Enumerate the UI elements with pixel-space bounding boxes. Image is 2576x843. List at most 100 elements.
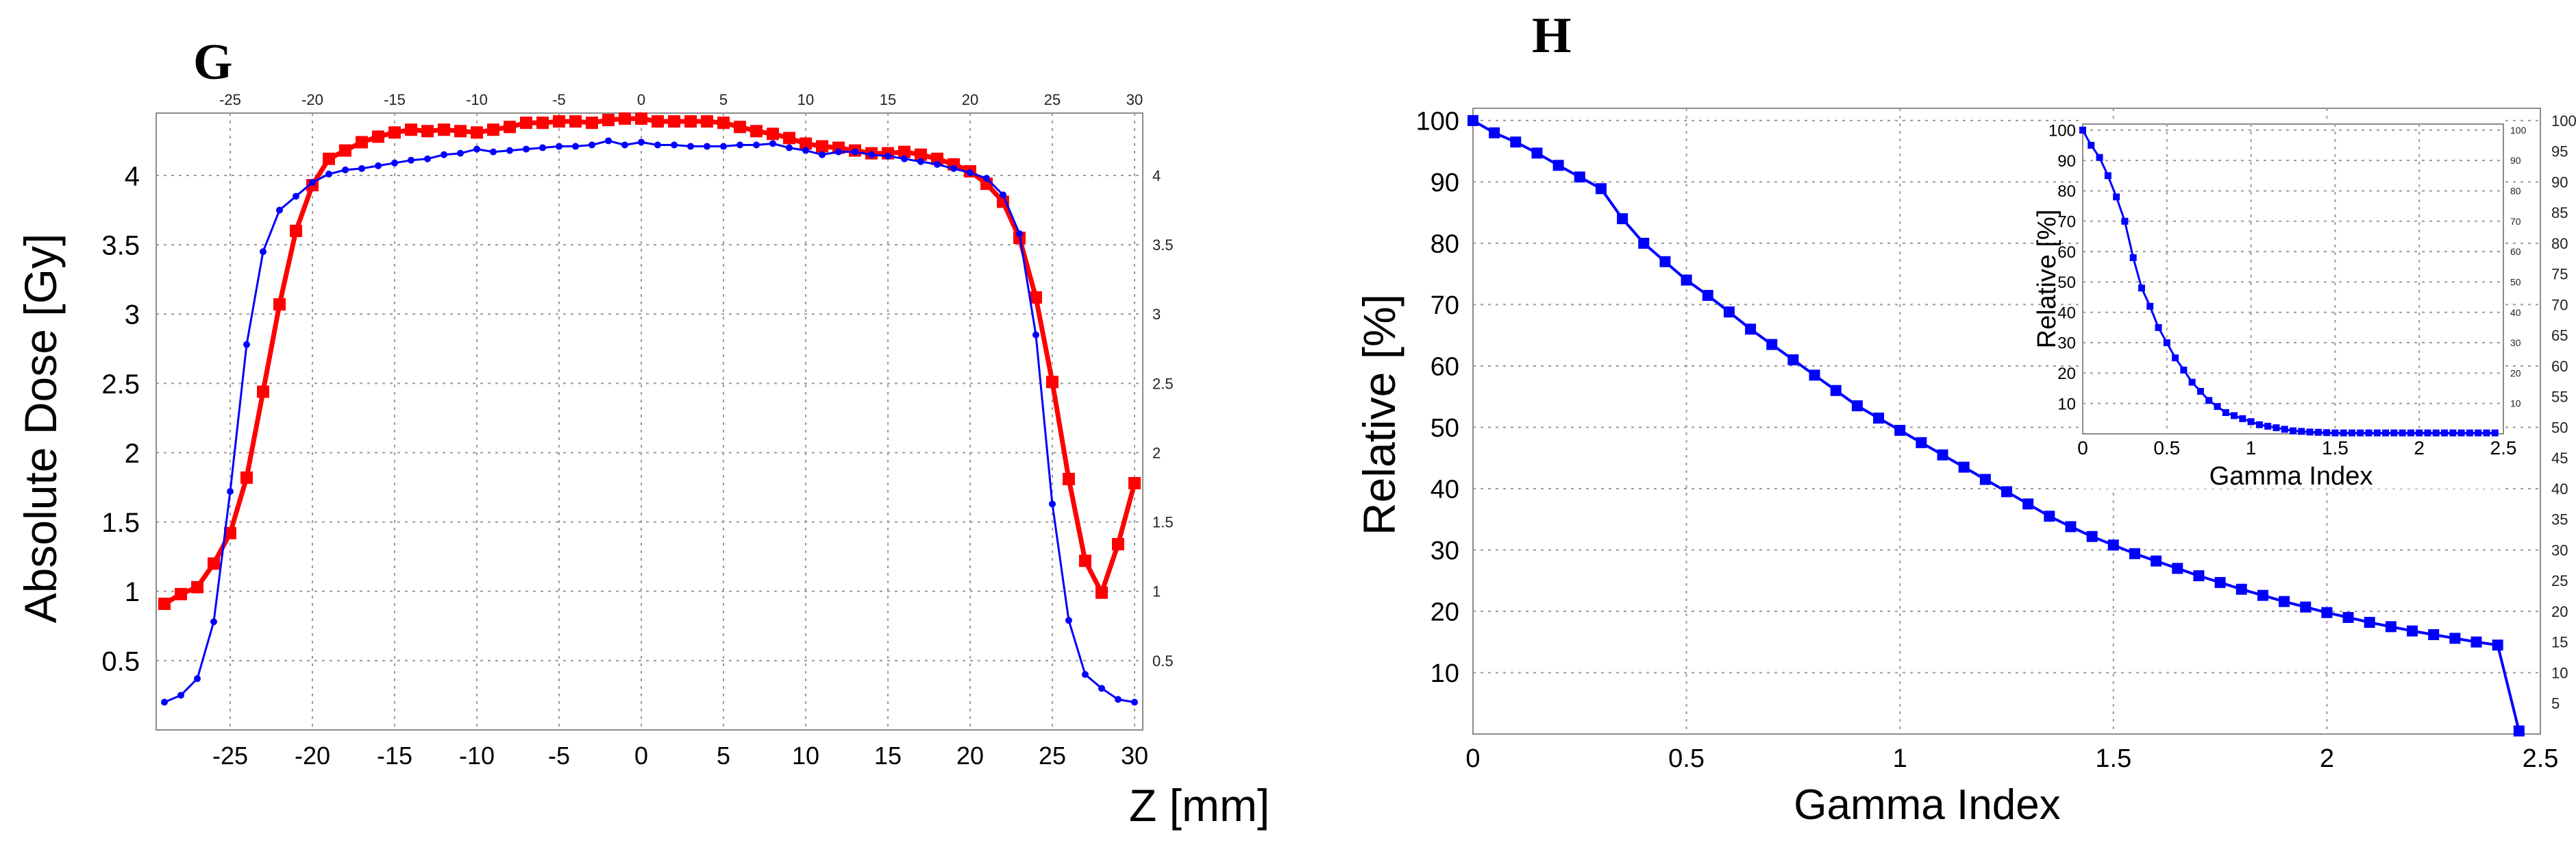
chart-h-inset-y-tick: 100	[2048, 122, 2076, 140]
chart-g-data-point	[1115, 696, 1122, 703]
chart-g-data-point	[342, 166, 349, 173]
chart-h-inset-data-point	[2121, 217, 2129, 225]
chart-g-y-tick: 1	[125, 577, 140, 607]
chart-g-x-tick: 0	[634, 742, 648, 770]
chart-h-inset-y-tick: 60	[2057, 243, 2076, 262]
chart-h-inset-y-tick: 40	[2057, 304, 2076, 322]
chart-h-y-tick: 40	[1431, 476, 1459, 504]
chart-h-y-right-tick: 60	[2551, 358, 2568, 375]
chart-g-y-right-tick: 1	[1152, 583, 1161, 600]
chart-h-inset-y-right-tick: 30	[2510, 337, 2521, 348]
chart-h-inset-data-point	[2272, 424, 2280, 432]
chart-h-data-point	[1958, 461, 1970, 473]
chart-g-data-point	[605, 137, 612, 145]
panel-label-g: G	[193, 34, 233, 90]
chart-g-data-point	[227, 488, 234, 496]
chart-h-inset-y-right-ticks: 10 20 30 40 50 60 70 80 90 100	[2510, 125, 2527, 409]
chart-g-data-point	[421, 125, 434, 138]
chart-h-inset-data-point	[2399, 429, 2406, 437]
chart-h-x-tick: 2.5	[2523, 744, 2559, 773]
chart-h-inset: 0 0.5 1 1.5 2 2.5 10 20 30 40 50 60 70 80 90 100 10 20 3…	[2033, 120, 2527, 491]
chart-h-inset-y-tick: 30	[2057, 334, 2076, 353]
chart-g-data-point	[950, 164, 957, 172]
chart-h-data-point	[1979, 474, 1991, 485]
chart-h-series	[1467, 114, 2525, 737]
chart-g-y-tick: 3.5	[101, 231, 140, 261]
chart-g-data-point	[668, 115, 680, 128]
chart-h-data-point	[1723, 306, 1735, 318]
chart-h-inset-data-point	[2491, 429, 2499, 437]
chart-g-data-point	[539, 144, 546, 151]
chart-g-data-point	[586, 117, 598, 130]
chart-g-x-top-tick: 20	[962, 91, 978, 108]
chart-g-y-ticks: 0.5 1 1.5 2 2.5 3 3.5 4	[101, 161, 140, 676]
chart-g-x-tick: -25	[212, 742, 248, 770]
chart-g-data-point	[769, 140, 776, 147]
chart-g-data-point	[800, 137, 812, 150]
chart-g-data-point	[490, 148, 497, 156]
chart-h-data-point	[2001, 486, 2012, 498]
chart-h-data-point	[2065, 521, 2077, 533]
chart-h-inset-data-point	[2196, 387, 2204, 395]
chart-h-y-right-tick: 70	[2551, 296, 2568, 313]
chart-g-x-ticks: -25 -20 -15 -10 -5 0 5 10 15 20 25 30	[212, 742, 1148, 770]
chart-g-data-point	[934, 160, 941, 168]
chart-g-x-tick: 5	[717, 742, 730, 770]
chart-g-data-point	[717, 117, 730, 130]
chart-g-data-point	[654, 141, 661, 149]
chart-h-inset-data-point	[2314, 428, 2322, 436]
chart-g-y-tick: 3	[125, 300, 140, 330]
chart-h-inset-data-point	[2298, 428, 2305, 435]
chart-h-y-right-tick: 5	[2551, 695, 2560, 712]
chart-g-x-tick: -15	[377, 742, 412, 770]
chart-h-data-point	[1830, 384, 1842, 396]
chart-h-y-right-tick: 100	[2551, 112, 2576, 130]
chart-h-inset-y-right-tick: 50	[2510, 276, 2521, 287]
chart-g-data-point	[191, 581, 203, 594]
chart-h-data-point	[2022, 498, 2034, 510]
chart-h-inset-data-point	[2432, 429, 2440, 437]
chart-g-data-point	[1128, 477, 1141, 489]
chart-g-x-top-tick: 5	[719, 91, 728, 108]
chart-h-inset-x-tick: 2	[2414, 437, 2425, 459]
chart-h-inset-data-point	[2129, 254, 2137, 261]
chart-h-data-point	[2300, 601, 2312, 613]
chart-h-y-tick: 20	[1431, 598, 1459, 627]
chart-g-data-point	[997, 195, 1009, 208]
chart-g-x-top-tick: -10	[466, 91, 488, 108]
chart-h-inset-data-point	[2096, 154, 2103, 161]
chart-g-y-tick: 2	[125, 439, 140, 469]
chart-h-data-point	[1489, 127, 1500, 138]
chart-h-inset-data-point	[2113, 193, 2120, 201]
chart-g-data-point	[619, 112, 631, 125]
chart-g-ylabel: Absolute Dose [Gy]	[15, 234, 66, 624]
chart-h-data-point	[2428, 628, 2440, 640]
chart-g-data-point	[750, 125, 763, 138]
chart-h-inset-data-point	[2247, 418, 2255, 426]
chart-g-x-tick: 20	[956, 742, 984, 770]
chart-g-data-point	[257, 385, 269, 398]
chart-h-inset-data-point	[2373, 429, 2381, 437]
chart-h-inset-data-point	[2331, 429, 2339, 437]
chart-h-y-right-tick: 90	[2551, 173, 2568, 191]
chart-g-data-point	[1131, 698, 1138, 706]
chart-h-inset-y-right-tick: 80	[2510, 186, 2521, 197]
chart-g-y-tick: 4	[125, 161, 140, 191]
chart-h-inset-data-point	[2483, 429, 2490, 437]
chart-h-y-right-tick: 45	[2551, 450, 2568, 467]
chart-h-inset-data-point	[2416, 429, 2423, 437]
chart-h-inset-data-point	[2163, 339, 2170, 347]
chart-h-inset-y-tick: 90	[2057, 152, 2076, 171]
chart-g-data-point	[1079, 554, 1091, 567]
chart-g-data-point	[471, 126, 483, 139]
chart-g-data-point	[506, 147, 513, 154]
chart-h-data-point	[1595, 183, 1607, 195]
chart-g-data-point	[1030, 291, 1042, 304]
chart-h-data-point	[1659, 256, 1671, 267]
chart-h-inset-data-point	[2365, 429, 2373, 437]
chart-g-data-point	[520, 117, 532, 130]
chart-g-data-point	[736, 141, 743, 149]
chart-g-data-point	[1049, 500, 1056, 508]
chart-g-data-point	[684, 115, 697, 128]
chart-h-inset-x-tick: 2.5	[2490, 437, 2517, 459]
